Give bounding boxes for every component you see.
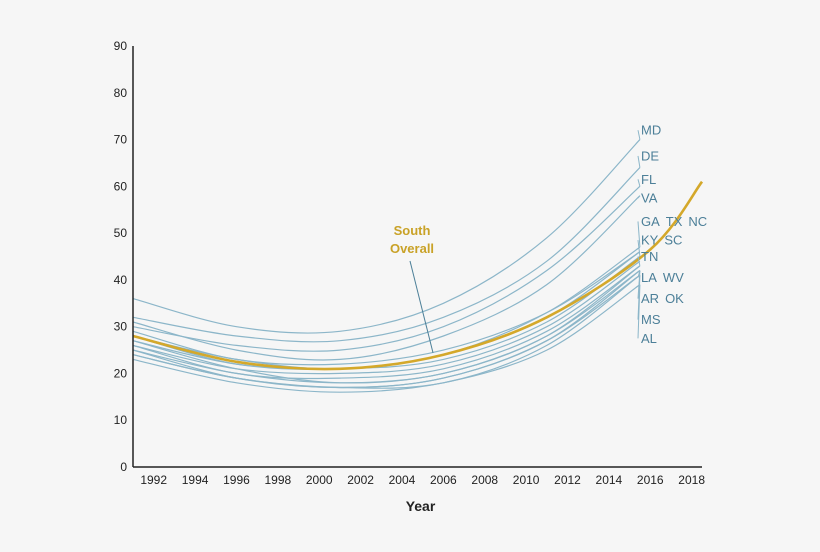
y-axis-ticks: 0 10 20 30 40 50 60 70 80 90	[114, 39, 128, 474]
series-label-va: VA	[641, 191, 658, 206]
label-leader-line	[637, 179, 641, 187]
x-tick-label: 1998	[264, 473, 291, 487]
series-label-tn: TN	[641, 249, 658, 264]
x-tick-label: 2002	[347, 473, 374, 487]
south-overall-series	[132, 180, 704, 371]
series-label-wv: WV	[663, 270, 684, 285]
label-leader-line	[637, 155, 641, 168]
series-line-de	[132, 167, 641, 343]
series-labels: MD DE FL VA GA TX NC KY SC TN LA WV AR OK MS AL	[637, 123, 707, 346]
series-label-la: LA	[641, 270, 657, 285]
series-line-tx	[132, 251, 641, 366]
south-overall-label-line: South	[394, 223, 431, 238]
x-tick-label: 2000	[306, 473, 333, 487]
label-leader-line	[637, 130, 641, 140]
state-series-lines	[132, 139, 641, 393]
y-tick-label: 70	[114, 133, 128, 147]
label-leader-line	[637, 240, 641, 257]
label-leader-line	[637, 284, 641, 339]
series-line-wv	[132, 265, 641, 384]
series-label-sc: SC	[664, 233, 682, 248]
x-tick-label: 2004	[389, 473, 416, 487]
series-label-ga: GA	[641, 214, 660, 229]
series-label-ms: MS	[641, 312, 661, 327]
series-line-ms	[132, 274, 641, 389]
series-label-ok: OK	[665, 291, 684, 306]
series-line-south-overall	[132, 180, 704, 371]
series-label-fl: FL	[641, 172, 656, 187]
series-line-ky	[132, 256, 641, 370]
series-line-al	[132, 284, 641, 393]
series-line-tn	[132, 265, 641, 380]
south-overall-label: South Overall	[390, 223, 434, 353]
series-label-ky: KY	[641, 233, 659, 248]
series-label-tx: TX	[666, 214, 683, 229]
y-tick-label: 90	[114, 39, 128, 53]
y-tick-label: 20	[114, 366, 128, 380]
series-label-de: DE	[641, 148, 659, 163]
y-tick-label: 30	[114, 320, 128, 334]
x-tick-label: 2010	[513, 473, 540, 487]
y-tick-label: 10	[114, 413, 128, 427]
series-label-ar: AR	[641, 291, 659, 306]
axes	[132, 46, 702, 468]
south-overall-leader-line	[409, 260, 434, 353]
series-line-sc	[132, 260, 641, 375]
x-tick-label: 1996	[223, 473, 250, 487]
x-tick-label: 2014	[596, 473, 623, 487]
y-tick-label: 60	[114, 179, 128, 193]
x-tick-label: 1992	[140, 473, 167, 487]
series-line-md	[132, 139, 641, 334]
south-overall-label-line: Overall	[390, 241, 434, 256]
x-tick-label: 2012	[554, 473, 581, 487]
x-axis-title: Year	[406, 498, 436, 514]
x-tick-label: 2018	[678, 473, 705, 487]
series-line-fl	[132, 185, 641, 352]
series-label-al: AL	[641, 331, 657, 346]
y-tick-label: 40	[114, 273, 128, 287]
series-label-nc: NC	[688, 214, 707, 229]
label-leader-line	[637, 275, 641, 320]
label-leader-line	[637, 195, 641, 199]
series-line-ar	[132, 270, 641, 389]
y-tick-label: 50	[114, 226, 128, 240]
y-tick-label: 0	[120, 460, 127, 474]
series-line-nc	[132, 251, 641, 371]
x-tick-label: 1994	[182, 473, 209, 487]
series-label-md: MD	[641, 123, 661, 138]
x-tick-label: 2016	[637, 473, 664, 487]
y-tick-label: 80	[114, 86, 128, 100]
x-axis-ticks: 1992 1994 1996 1998 2000 2002 2004 2006 2008 2010…	[140, 473, 705, 487]
x-tick-label: 2006	[430, 473, 457, 487]
label-leader-line	[637, 221, 641, 248]
series-line-va	[132, 195, 641, 361]
x-tick-label: 2008	[471, 473, 498, 487]
label-leader-line	[637, 256, 641, 266]
